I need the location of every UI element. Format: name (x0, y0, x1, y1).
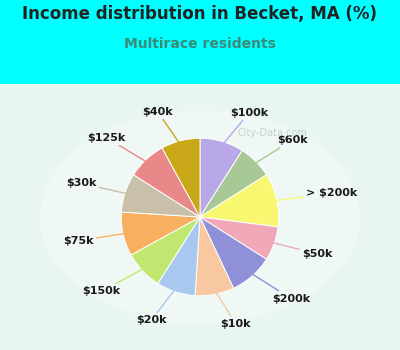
Text: > $200k: > $200k (274, 188, 357, 201)
Wedge shape (200, 217, 278, 259)
Wedge shape (200, 150, 266, 217)
Text: $200k: $200k (250, 273, 310, 303)
Text: $30k: $30k (66, 178, 128, 194)
Text: $10k: $10k (215, 290, 251, 329)
Text: $40k: $40k (142, 107, 180, 145)
Text: $50k: $50k (271, 242, 333, 259)
Wedge shape (200, 175, 279, 227)
Wedge shape (131, 217, 200, 284)
Text: $20k: $20k (136, 288, 176, 326)
Text: $75k: $75k (64, 233, 126, 246)
Wedge shape (121, 212, 200, 255)
Text: City-Data.com: City-Data.com (237, 128, 307, 138)
Text: $60k: $60k (254, 135, 308, 164)
Wedge shape (195, 217, 234, 296)
Ellipse shape (40, 111, 360, 323)
Wedge shape (200, 217, 266, 288)
Wedge shape (122, 175, 200, 217)
Wedge shape (134, 148, 200, 217)
Wedge shape (162, 138, 200, 217)
Wedge shape (200, 138, 242, 217)
Text: Multirace residents: Multirace residents (124, 37, 276, 51)
Text: $150k: $150k (83, 268, 145, 296)
Text: $100k: $100k (222, 108, 268, 145)
Wedge shape (158, 217, 200, 296)
Text: Income distribution in Becket, MA (%): Income distribution in Becket, MA (%) (22, 5, 378, 23)
Text: $125k: $125k (87, 133, 148, 163)
